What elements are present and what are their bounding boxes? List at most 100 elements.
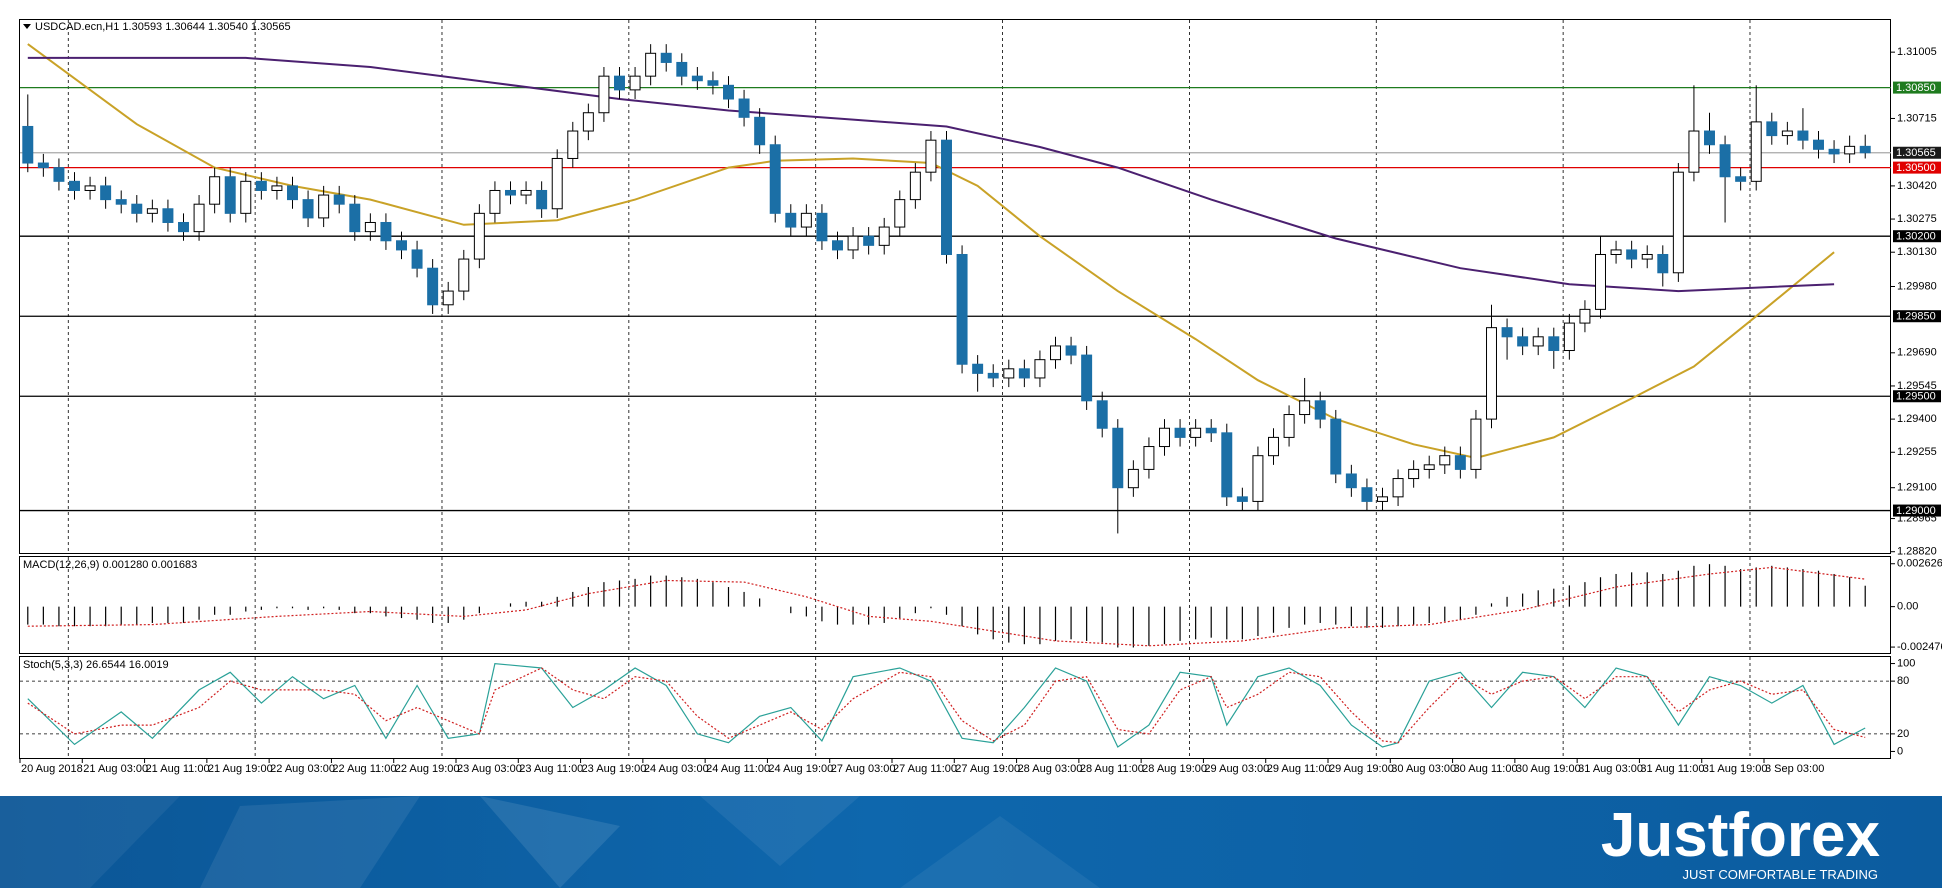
x-tick-label: 28 Aug 03:00 <box>1018 763 1083 775</box>
candle-body <box>146 208 158 214</box>
candle-body <box>473 212 485 260</box>
x-tick-label: 30 Aug 03:00 <box>1391 763 1456 775</box>
candle-body <box>925 139 937 173</box>
candle-body <box>84 185 96 191</box>
candle-body <box>209 176 221 205</box>
candle-body <box>676 61 688 77</box>
candle-body <box>816 212 828 242</box>
candle-body <box>1750 121 1762 182</box>
candle-body <box>878 226 890 246</box>
y-tick-label: 1.29255 <box>1897 446 1937 458</box>
y-tick-label: 1.29690 <box>1897 347 1937 359</box>
x-tick-label: 31 Aug 11:00 <box>1640 763 1704 775</box>
candle-body <box>1159 427 1170 448</box>
y-tick-label: 0 <box>1897 745 1903 757</box>
candle-body <box>1735 176 1747 182</box>
candle-body <box>1626 249 1638 260</box>
candle-body <box>1657 253 1669 274</box>
x-tick-label: 20 Aug 2018 <box>21 763 83 775</box>
candle-body <box>505 189 516 196</box>
candle-body <box>1579 308 1591 324</box>
x-tick-label: 21 Aug 03:00 <box>83 763 148 775</box>
candle-body <box>691 75 703 82</box>
candle-body <box>1127 468 1139 489</box>
candle-body <box>1096 400 1108 429</box>
candle-body <box>1236 496 1248 502</box>
level-label-box <box>1893 310 1941 323</box>
x-tick-label: 31 Aug 03:00 <box>1578 763 1643 775</box>
candle-body <box>956 253 968 365</box>
candle-body <box>1672 171 1684 274</box>
candle-body <box>1408 468 1420 480</box>
candle-body <box>987 372 999 379</box>
x-tick-label: 23 Aug 19:00 <box>582 763 647 775</box>
x-tick-label: 29 Aug 03:00 <box>1204 763 1269 775</box>
level-label: 1.30565 <box>1896 147 1936 159</box>
deco <box>700 796 860 866</box>
x-tick-label: 21 Aug 19:00 <box>208 763 273 775</box>
candle-body <box>1486 327 1497 420</box>
candle-body <box>131 203 143 214</box>
banner: Justforex JUST COMFORTABLE TRADING <box>0 796 1942 888</box>
signal-line <box>27 566 1866 647</box>
candle-body <box>1392 478 1404 498</box>
candle-body <box>1174 427 1186 438</box>
candle-body <box>972 363 984 374</box>
candle-body <box>645 52 657 77</box>
y-tick-label: 0.002626 <box>1897 558 1942 570</box>
candle-body <box>318 194 330 219</box>
main-frame <box>19 19 1891 554</box>
candle-body <box>1050 345 1061 361</box>
stoch-line <box>27 667 1866 744</box>
candle-body <box>53 167 65 182</box>
x-tick-label: 30 Aug 19:00 <box>1516 763 1581 775</box>
y-tick-label: 1.30130 <box>1897 246 1937 258</box>
x-tick-label: 3 Sep 03:00 <box>1765 763 1824 775</box>
deco <box>0 796 180 888</box>
candle-body <box>1688 130 1700 173</box>
y-tick-label: 1.30420 <box>1897 180 1937 192</box>
candle-body <box>832 240 843 251</box>
candle-body <box>1361 487 1373 502</box>
candle-body <box>1143 446 1155 470</box>
candle-body <box>738 98 750 118</box>
x-tick-label: 24 Aug 19:00 <box>768 763 833 775</box>
candle-body <box>193 203 205 233</box>
candle-body <box>1517 336 1529 347</box>
candle-body <box>1704 130 1715 146</box>
collapse-arrow <box>23 24 31 29</box>
x-tick-label: 24 Aug 11:00 <box>706 763 770 775</box>
y-tick-label: 1.29980 <box>1897 280 1937 292</box>
moving-average <box>27 56 1835 293</box>
x-tick-label: 28 Aug 19:00 <box>1142 763 1207 775</box>
level-label: 1.30850 <box>1896 82 1936 94</box>
moving-average <box>27 43 1835 460</box>
candle-body <box>115 199 127 205</box>
candle-body <box>1221 432 1233 498</box>
x-tick-label: 27 Aug 11:00 <box>893 763 957 775</box>
candle-body <box>1470 418 1482 470</box>
candle-body <box>489 189 501 214</box>
candle-body <box>1252 455 1264 502</box>
x-tick-label: 23 Aug 11:00 <box>519 763 583 775</box>
candle-body <box>723 84 734 100</box>
x-tick-label: 22 Aug 11:00 <box>332 763 396 775</box>
candle-body <box>396 240 407 251</box>
candle-body <box>1859 145 1871 154</box>
candle-body <box>1034 359 1046 379</box>
brand-tagline: JUST COMFORTABLE TRADING <box>1682 867 1878 882</box>
candle-body <box>1065 345 1077 356</box>
level-label-box <box>1893 390 1941 403</box>
candle-body <box>536 189 548 210</box>
y-tick-label: 100 <box>1897 657 1915 669</box>
candle-body <box>1595 253 1606 310</box>
candle-body <box>1205 427 1217 434</box>
candle-body <box>1781 130 1793 137</box>
candle-body <box>224 176 236 214</box>
x-tick-label: 31 Aug 19:00 <box>1703 763 1768 775</box>
stoch-frame <box>19 656 1891 759</box>
level-label: 1.29500 <box>1896 391 1936 403</box>
candle-body <box>380 221 392 242</box>
candle-body <box>863 235 875 246</box>
candle-body <box>287 185 298 201</box>
